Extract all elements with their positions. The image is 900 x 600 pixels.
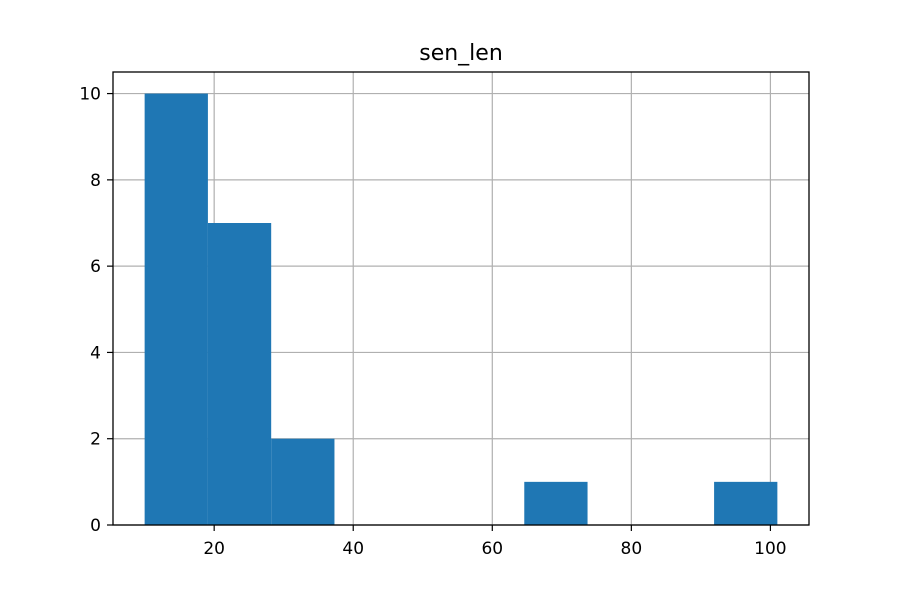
y-tick-label: 10 [79,85,101,105]
histogram-bar [207,223,272,525]
y-tick-label: 6 [90,257,101,277]
y-tick-label: 2 [90,430,101,450]
histogram-bar [271,438,335,525]
histogram-bar [144,93,208,526]
y-tick-label: 4 [90,343,101,363]
x-tick-label: 20 [203,539,225,559]
histogram-bar [524,481,588,525]
x-tick-label: 40 [342,539,364,559]
x-tick-label: 100 [754,539,786,559]
bar-layer [144,93,778,526]
x-tick-label: 60 [481,539,503,559]
y-tick-label: 0 [90,516,101,536]
chart-title: sen_len [419,41,503,66]
y-tick-label: 8 [90,171,101,191]
histogram-bar [714,481,778,525]
tick-layer: 20 40 60 80 100 0 2 4 6 8 10 [79,85,786,559]
plot-frame [112,71,810,526]
x-tick-label: 80 [621,539,643,559]
